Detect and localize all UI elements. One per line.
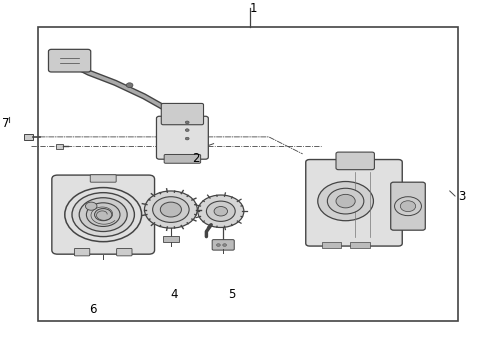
Circle shape [395, 197, 421, 216]
Circle shape [223, 244, 227, 246]
Circle shape [126, 83, 133, 88]
Circle shape [144, 191, 197, 228]
FancyBboxPatch shape [48, 49, 91, 72]
Text: 3: 3 [458, 190, 466, 202]
FancyBboxPatch shape [391, 182, 425, 230]
Circle shape [72, 193, 134, 237]
Circle shape [95, 209, 112, 221]
Circle shape [185, 121, 189, 124]
FancyBboxPatch shape [52, 175, 155, 254]
FancyBboxPatch shape [156, 116, 208, 159]
Bar [56, 144, 63, 149]
Circle shape [400, 201, 416, 212]
Circle shape [86, 203, 120, 226]
FancyBboxPatch shape [74, 248, 90, 256]
Circle shape [185, 137, 189, 140]
FancyBboxPatch shape [90, 175, 116, 182]
FancyBboxPatch shape [306, 160, 402, 246]
Circle shape [85, 202, 97, 210]
FancyBboxPatch shape [164, 154, 201, 163]
Bar [322, 242, 341, 248]
Bar [350, 242, 370, 248]
Text: 7: 7 [2, 117, 10, 130]
Circle shape [160, 202, 181, 217]
FancyBboxPatch shape [117, 248, 132, 256]
Circle shape [216, 244, 220, 246]
Text: 6: 6 [89, 303, 96, 316]
Circle shape [336, 194, 355, 208]
Text: 1: 1 [250, 2, 257, 15]
Bar [24, 134, 33, 140]
Circle shape [65, 188, 142, 242]
Circle shape [214, 207, 228, 216]
Circle shape [206, 201, 235, 221]
Circle shape [198, 195, 244, 227]
Text: 2: 2 [192, 152, 200, 165]
Bar [38, 27, 458, 321]
Text: 4: 4 [170, 288, 178, 300]
Circle shape [185, 129, 189, 131]
FancyBboxPatch shape [161, 103, 204, 125]
Circle shape [327, 188, 364, 214]
Circle shape [318, 182, 373, 221]
Text: 5: 5 [228, 288, 235, 300]
Circle shape [79, 198, 127, 232]
FancyBboxPatch shape [212, 240, 234, 250]
Circle shape [153, 197, 189, 222]
FancyBboxPatch shape [336, 152, 374, 170]
Bar [163, 236, 179, 242]
